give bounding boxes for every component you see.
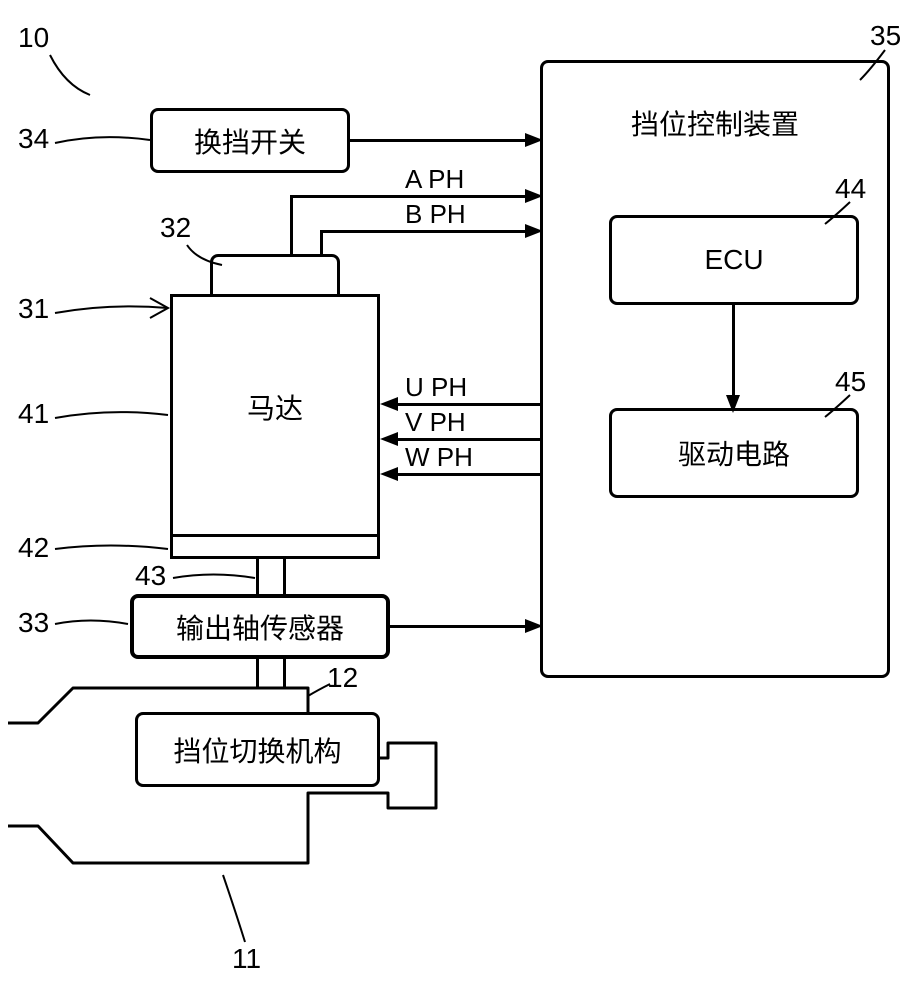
sig-b-v (320, 230, 323, 257)
sig-b-arrow (525, 224, 543, 238)
sig-a-arrow (525, 189, 543, 203)
label-34: 34 (18, 123, 49, 155)
sig-a-line (290, 195, 537, 198)
sig-v-arrow (380, 432, 398, 446)
leader-31 (50, 298, 170, 338)
ecu-label: ECU (704, 244, 763, 276)
leader-32 (182, 240, 232, 270)
sig-v-text: V PH (405, 407, 466, 438)
leader-45 (820, 391, 855, 421)
leader-33 (50, 612, 130, 637)
label-11: 11 (232, 943, 261, 975)
label-31: 31 (18, 293, 49, 325)
leader-41 (50, 403, 170, 433)
output-sensor-box: 输出轴传感器 (130, 594, 390, 659)
label-43: 43 (135, 560, 166, 592)
drive-circuit-box: 驱动电路 (609, 408, 859, 498)
shaft-lower-right (283, 659, 286, 689)
leader-34 (50, 128, 150, 158)
sig-u-text: U PH (405, 372, 467, 403)
shift-switch-box: 换挡开关 (150, 108, 350, 173)
sig-w-text: W PH (405, 442, 473, 473)
sig-w-arrow (380, 467, 398, 481)
sig-a-text: A PH (405, 164, 464, 195)
ecu-to-drive-line (732, 305, 735, 400)
reducer-divider (170, 534, 380, 537)
leader-44 (820, 198, 855, 228)
leader-35 (855, 45, 895, 85)
shift-controller-title: 挡位控制装置 (543, 103, 887, 143)
sig-switch-line (350, 139, 537, 142)
label-42: 42 (18, 532, 49, 564)
sig-a-v (290, 195, 293, 257)
sig-switch-arrow (525, 133, 543, 147)
label-33: 33 (18, 607, 49, 639)
sig-u-line (395, 403, 543, 406)
sig-v-line (395, 438, 543, 441)
sig-b-line (320, 230, 537, 233)
sig-sensor-line (390, 625, 537, 628)
ecu-box: ECU (609, 215, 859, 305)
ecu-to-drive-arrow (726, 395, 740, 413)
shaft-lower-left (256, 659, 259, 689)
sig-w-line (395, 473, 543, 476)
shift-switch-label: 换挡开关 (194, 121, 306, 161)
label-41: 41 (18, 398, 49, 430)
leader-43 (168, 568, 258, 588)
motor-label: 马达 (247, 387, 303, 427)
motor-box: 马达 (170, 294, 380, 559)
shift-mechanism-label: 挡位切换机构 (173, 730, 341, 770)
output-sensor-label: 输出轴传感器 (176, 607, 344, 647)
leader-11 (215, 870, 255, 945)
shaft-upper-right (283, 559, 286, 594)
sig-sensor-arrow (525, 619, 543, 633)
leader-12 (303, 680, 333, 700)
shift-mechanism-box: 挡位切换机构 (135, 712, 380, 787)
sig-b-text: B PH (405, 199, 466, 230)
leader-10 (45, 50, 95, 100)
sig-u-arrow (380, 397, 398, 411)
drive-circuit-label: 驱动电路 (678, 433, 790, 473)
